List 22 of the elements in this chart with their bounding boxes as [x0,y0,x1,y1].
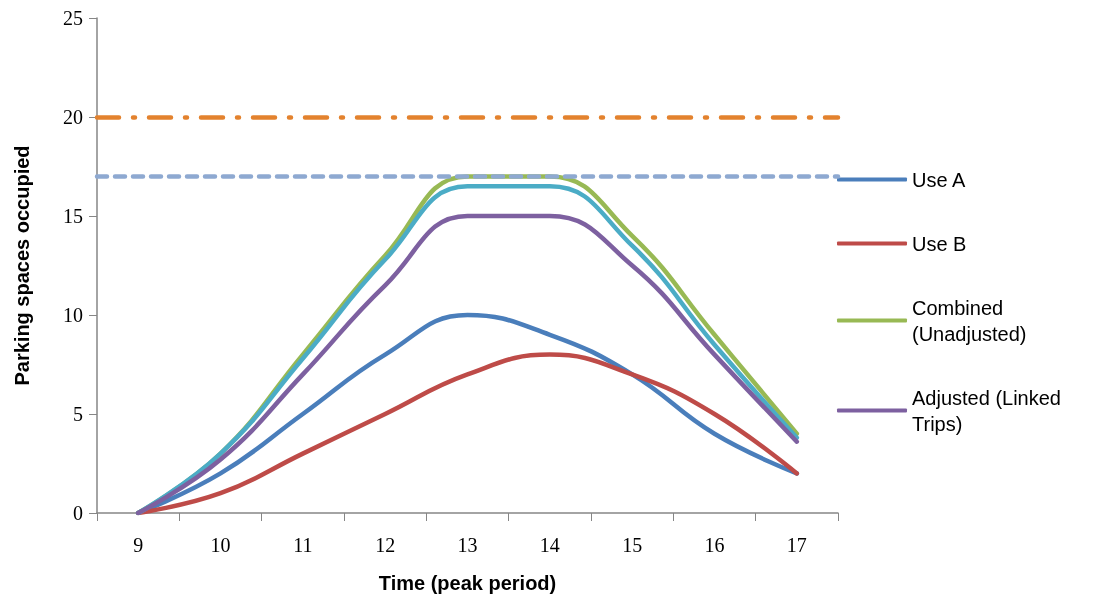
legend-label: Use B [912,232,967,255]
y-tick-label: 15 [63,205,83,227]
x-tick-label: 9 [133,534,144,556]
x-tick-label: 12 [375,534,396,556]
y-tick-label: 10 [63,304,83,326]
legend-label: Combined (Unadjusted) [912,296,1027,345]
x-tick-label: 15 [622,534,643,556]
x-tick-label: 14 [539,534,560,556]
legend-label: Use A [912,168,967,191]
x-tick-label: 10 [210,534,231,556]
y-tick-label: 0 [73,502,83,524]
x-axis-title: Time (peak period) [378,572,557,594]
line-series [135,352,800,516]
x-tick-label: 17 [786,534,807,556]
y-axis-title: Parking spaces occupied [11,145,33,386]
x-tick-label: 16 [704,534,725,556]
x-tick-label: 13 [457,534,478,556]
x-tick-label: 11 [293,534,313,556]
legend-label: Adjusted (Linked Trips) [912,386,1067,435]
y-tick-label: 20 [63,106,83,128]
y-tick-label: 5 [73,403,83,425]
y-tick-label: 25 [63,7,83,29]
